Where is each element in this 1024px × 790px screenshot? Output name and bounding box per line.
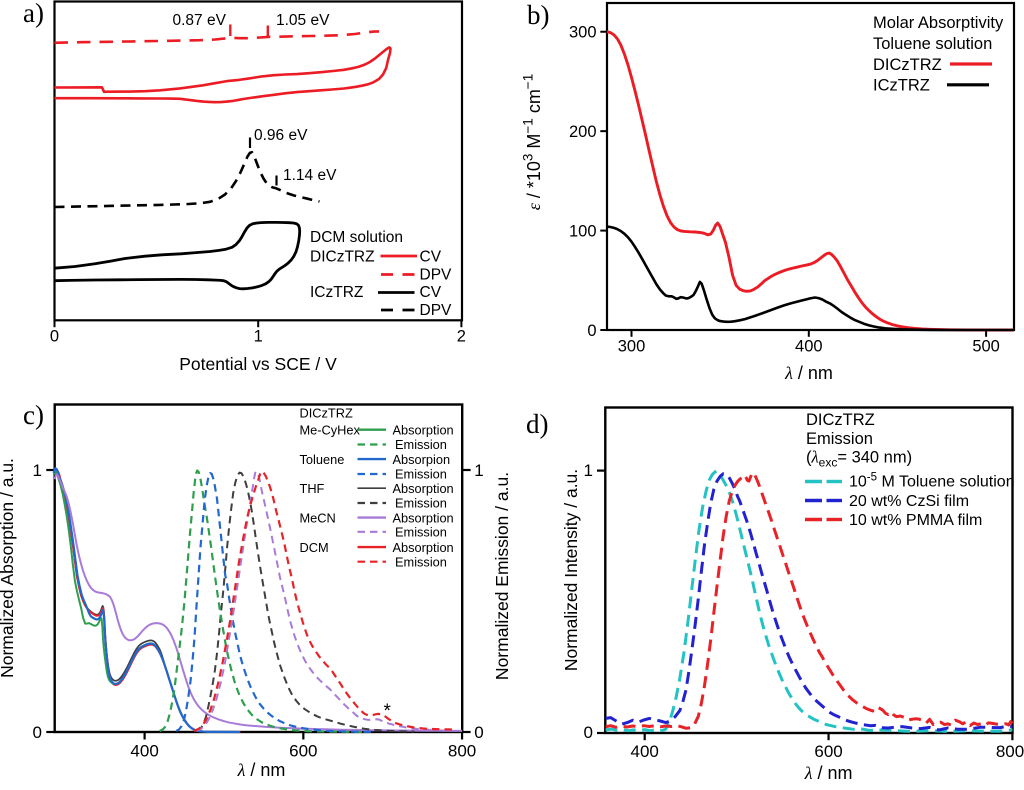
svg-text:1.05 eV: 1.05 eV xyxy=(276,12,330,29)
svg-text:CV: CV xyxy=(420,249,442,266)
svg-text:λ / nm: λ / nm xyxy=(237,760,286,780)
svg-text:1: 1 xyxy=(584,461,593,480)
svg-text:THF: THF xyxy=(300,481,325,496)
svg-text:CV: CV xyxy=(420,284,442,301)
svg-text:c): c) xyxy=(23,400,44,430)
svg-text:a): a) xyxy=(23,0,44,28)
svg-text:Emission: Emission xyxy=(395,525,447,540)
svg-text:DICzTRZ: DICzTRZ xyxy=(873,56,942,74)
svg-text:Emission: Emission xyxy=(395,437,447,452)
svg-text:10-5 M Toluene solution: 10-5 M Toluene solution xyxy=(849,472,1015,491)
svg-text:DPV: DPV xyxy=(420,267,453,284)
svg-text:Emission: Emission xyxy=(806,430,873,448)
svg-text:Toluene: Toluene xyxy=(300,452,345,467)
svg-text:2: 2 xyxy=(457,328,466,346)
svg-text:300: 300 xyxy=(618,338,646,356)
svg-text:Absorption: Absorption xyxy=(393,422,454,437)
svg-text:1: 1 xyxy=(474,461,483,480)
svg-text:Emission: Emission xyxy=(395,467,447,482)
svg-text:DCM solution: DCM solution xyxy=(310,229,403,246)
svg-text:10 wt% PMMA film: 10 wt% PMMA film xyxy=(849,512,982,529)
svg-text:300: 300 xyxy=(569,24,597,42)
svg-text:DPV: DPV xyxy=(420,302,453,319)
svg-text:Emission: Emission xyxy=(395,554,447,569)
svg-text:0: 0 xyxy=(584,723,593,742)
svg-text:0: 0 xyxy=(587,322,596,340)
svg-text:DCM: DCM xyxy=(300,540,329,555)
svg-text:0.96 eV: 0.96 eV xyxy=(254,127,308,144)
svg-text:b): b) xyxy=(527,0,550,30)
svg-text:200: 200 xyxy=(569,123,597,141)
svg-text:Normalized Absorption / a.u.: Normalized Absorption / a.u. xyxy=(0,458,17,678)
svg-text:800: 800 xyxy=(448,742,476,761)
svg-text:400: 400 xyxy=(130,742,158,761)
svg-text:Toluene solution: Toluene solution xyxy=(873,35,992,53)
svg-text:Absorption: Absorption xyxy=(393,540,454,555)
svg-text:d): d) xyxy=(526,409,549,439)
svg-text:Absorption: Absorption xyxy=(393,510,454,525)
svg-text:400: 400 xyxy=(795,338,823,356)
svg-text:600: 600 xyxy=(289,742,317,761)
svg-text:100: 100 xyxy=(569,222,597,240)
svg-text:Normalized Emission / a.u.: Normalized Emission / a.u. xyxy=(492,472,512,680)
svg-text:800: 800 xyxy=(996,742,1024,761)
svg-text:Normalized Intensity / a.u.: Normalized Intensity / a.u. xyxy=(561,469,581,671)
svg-text:Me-CyHex: Me-CyHex xyxy=(300,422,361,437)
svg-text:20 wt% CzSi film: 20 wt% CzSi film xyxy=(849,493,969,510)
svg-text:Emission: Emission xyxy=(395,496,447,511)
svg-text:0: 0 xyxy=(33,723,42,742)
svg-text:ε / *103 M−1 cm−1: ε / *103 M−1 cm−1 xyxy=(521,74,545,210)
svg-text:DICzTRZ: DICzTRZ xyxy=(300,405,353,420)
svg-text:MeCN: MeCN xyxy=(300,510,336,525)
svg-text:*: * xyxy=(384,701,392,722)
svg-text:600: 600 xyxy=(814,742,842,761)
svg-text:400: 400 xyxy=(631,742,659,761)
svg-text:Absorpion: Absorpion xyxy=(393,452,451,467)
svg-text:ICzTRZ: ICzTRZ xyxy=(873,77,930,95)
svg-text:λ / nm: λ / nm xyxy=(784,363,833,383)
svg-text:1: 1 xyxy=(254,328,263,346)
svg-text:Molar Absorptivity: Molar Absorptivity xyxy=(873,14,1004,32)
svg-text:0.87 eV: 0.87 eV xyxy=(173,12,227,29)
svg-text:Absorption: Absorption xyxy=(393,481,454,496)
svg-text:0: 0 xyxy=(474,723,483,742)
svg-text:DICzTRZ: DICzTRZ xyxy=(806,411,875,429)
svg-text:ICzTRZ: ICzTRZ xyxy=(310,284,363,301)
svg-text:0: 0 xyxy=(50,328,59,346)
svg-text:1: 1 xyxy=(33,461,42,480)
svg-text:500: 500 xyxy=(972,338,1000,356)
svg-text:DICzTRZ: DICzTRZ xyxy=(310,249,375,266)
svg-text:Potential vs SCE / V: Potential vs SCE / V xyxy=(179,354,337,374)
svg-text:1.14 eV: 1.14 eV xyxy=(283,167,337,184)
svg-text:λ / nm: λ / nm xyxy=(804,763,853,783)
